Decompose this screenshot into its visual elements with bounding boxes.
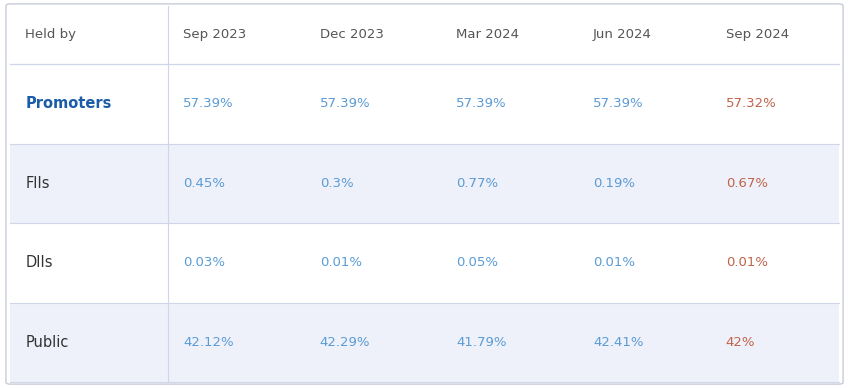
Text: Sep 2024: Sep 2024 [726, 28, 789, 42]
Text: Held by: Held by [25, 28, 76, 42]
Text: 57.39%: 57.39% [593, 97, 644, 111]
Text: Jun 2024: Jun 2024 [593, 28, 652, 42]
Text: Promoters: Promoters [25, 96, 112, 111]
Text: Mar 2024: Mar 2024 [457, 28, 520, 42]
Bar [10, 144, 839, 223]
Bar [10, 223, 839, 303]
Text: 57.32%: 57.32% [726, 97, 776, 111]
Text: 0.01%: 0.01% [726, 256, 767, 269]
Text: FIIs: FIIs [25, 176, 50, 191]
Text: 0.19%: 0.19% [593, 177, 635, 190]
Text: DIIs: DIIs [25, 255, 53, 270]
Text: 0.01%: 0.01% [593, 256, 635, 269]
Bar [10, 6, 839, 64]
Text: Sep 2023: Sep 2023 [183, 28, 246, 42]
Bar [10, 303, 839, 382]
Text: 0.05%: 0.05% [457, 256, 498, 269]
Text: 57.39%: 57.39% [319, 97, 370, 111]
Text: 57.39%: 57.39% [183, 97, 233, 111]
Text: Public: Public [25, 335, 69, 350]
Text: 0.67%: 0.67% [726, 177, 767, 190]
Text: Dec 2023: Dec 2023 [319, 28, 384, 42]
Text: 42.12%: 42.12% [183, 336, 233, 349]
Text: 41.79%: 41.79% [457, 336, 507, 349]
Text: 0.77%: 0.77% [457, 177, 498, 190]
Text: 0.03%: 0.03% [183, 256, 225, 269]
Bar [10, 64, 839, 144]
Text: 42.41%: 42.41% [593, 336, 644, 349]
Text: 0.3%: 0.3% [319, 177, 353, 190]
FancyBboxPatch shape [6, 4, 843, 384]
Text: 0.01%: 0.01% [319, 256, 362, 269]
Text: 0.45%: 0.45% [183, 177, 225, 190]
Text: 42.29%: 42.29% [319, 336, 370, 349]
Text: 42%: 42% [726, 336, 755, 349]
Text: 57.39%: 57.39% [457, 97, 507, 111]
